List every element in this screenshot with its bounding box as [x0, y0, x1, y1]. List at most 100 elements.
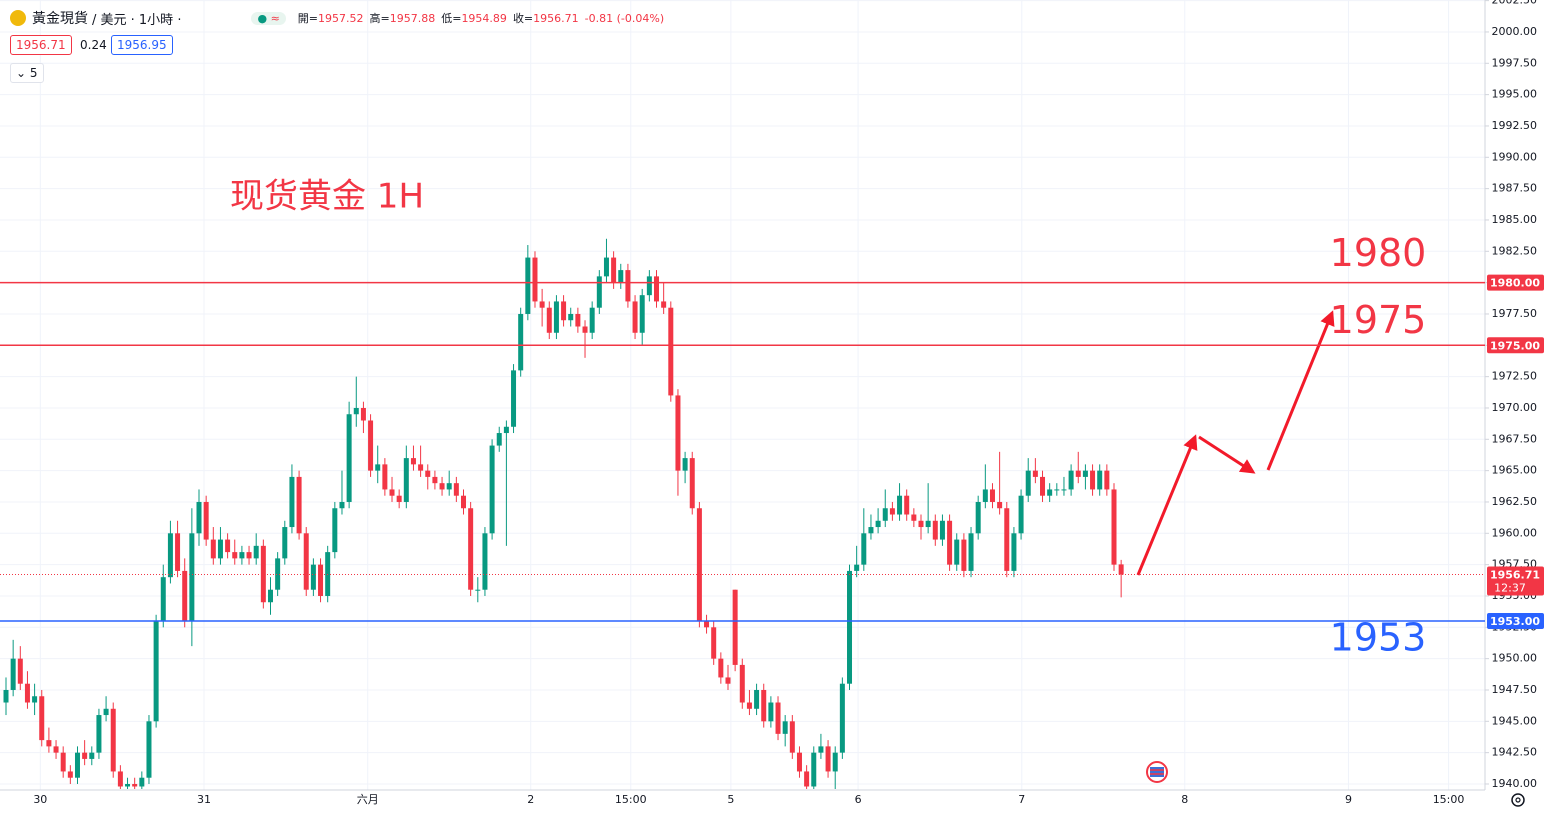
- candle-body: [553, 301, 559, 333]
- chart-annotation: 现货黄金 1H: [230, 177, 424, 217]
- candle-body: [260, 545, 266, 603]
- candle-body: [939, 520, 945, 540]
- x-tick-label: 2: [527, 793, 534, 806]
- candle-body: [725, 677, 731, 684]
- x-tick-label: 15:00: [615, 793, 647, 806]
- candle-body: [746, 702, 752, 709]
- sell-price[interactable]: 1956.71: [10, 35, 72, 55]
- candle-body: [475, 589, 481, 591]
- candle-body: [53, 746, 59, 753]
- ohlc-item: -0.81 (-0.04%): [585, 12, 664, 25]
- forecast-arrows: [1136, 310, 1335, 576]
- y-tick-label: 1950.00: [1492, 652, 1538, 665]
- candle-body: [203, 501, 209, 540]
- buy-price[interactable]: 1956.95: [111, 35, 173, 55]
- candle-body: [468, 508, 474, 590]
- candle-body: [446, 483, 452, 490]
- candle-body: [582, 326, 588, 333]
- level-tag-label: 1975.00: [1490, 339, 1540, 352]
- candle-body: [854, 564, 860, 571]
- candle-body: [1025, 470, 1031, 496]
- candle-body: [253, 545, 259, 559]
- candle-body: [696, 508, 702, 622]
- y-tick-label: 1942.50: [1492, 746, 1538, 759]
- candle-body: [625, 270, 631, 302]
- candle-body: [1004, 508, 1010, 571]
- symbol-name[interactable]: 黃金現貨: [32, 11, 88, 27]
- candle-body: [210, 539, 216, 559]
- settings-icon[interactable]: [1511, 793, 1525, 807]
- candle-body: [904, 495, 910, 515]
- ohlc-value: 1956.71: [533, 12, 579, 25]
- candle-body: [10, 658, 16, 690]
- candle-body: [768, 702, 774, 722]
- grid: [0, 0, 1485, 790]
- candle-body: [160, 577, 166, 622]
- candle-body: [839, 683, 845, 753]
- candle-body: [818, 746, 824, 753]
- y-tick-label: 1972.50: [1492, 370, 1538, 383]
- candle-body: [439, 483, 445, 490]
- candle-body: [989, 489, 995, 502]
- candle-body: [739, 664, 745, 703]
- last-price-label: 1956.71: [1490, 569, 1540, 582]
- candle-body: [882, 508, 888, 521]
- x-tick-label: 7: [1018, 793, 1025, 806]
- ohlc-label: 收=: [512, 12, 534, 25]
- candle-body: [3, 689, 9, 703]
- ohlc-item: 收=1956.71: [513, 12, 579, 25]
- ohlc-label: 低=: [441, 12, 462, 25]
- candle-body: [353, 407, 359, 415]
- status-badge[interactable]: ● ≈: [251, 11, 286, 25]
- y-tick-label: 1970.00: [1492, 401, 1538, 414]
- candle-body: [982, 489, 988, 502]
- candle-body: [139, 777, 145, 787]
- level-text: 1975: [1330, 298, 1427, 342]
- y-tick-label: 1987.50: [1492, 182, 1538, 195]
- indicator-count: 5: [29, 66, 38, 80]
- candle-body: [17, 658, 23, 684]
- candle-body: [189, 533, 195, 622]
- flag-icon[interactable]: [1146, 761, 1168, 783]
- symbol-icon: [10, 10, 26, 26]
- candle-body: [432, 476, 438, 484]
- y-tick-label: 1992.50: [1492, 119, 1538, 132]
- x-tick-label: 31: [197, 793, 211, 806]
- candle-body: [925, 520, 931, 528]
- candle-body: [646, 276, 652, 296]
- candle-body: [82, 752, 88, 759]
- candle-body: [103, 708, 109, 716]
- candle-body: [654, 276, 660, 302]
- candle-body: [1104, 470, 1110, 490]
- level-tag: [1487, 337, 1544, 354]
- symbol-header: 黃金現貨 / 美元 · 1小時 · ● ≈ 開=1957.52 高=1957.88…: [10, 8, 670, 28]
- level-tag-label: 1980.00: [1490, 277, 1540, 290]
- candle-body: [804, 771, 810, 787]
- candle-body: [389, 489, 395, 496]
- candle-body: [718, 658, 724, 678]
- candle-body: [325, 552, 331, 596]
- level-tag: [1487, 613, 1544, 630]
- candle-body: [339, 501, 345, 509]
- candle-body: [668, 307, 674, 396]
- ohlc-item: 高=1957.88: [370, 12, 436, 25]
- y-tick-label: 2000.00: [1492, 25, 1538, 38]
- candle-body: [682, 458, 688, 471]
- y-tick-label: 2002.50: [1492, 0, 1538, 7]
- candle-body: [761, 689, 767, 722]
- candle-body: [632, 301, 638, 333]
- candle-body: [125, 783, 131, 787]
- candle-body: [182, 570, 188, 622]
- candle-body: [1075, 470, 1081, 477]
- candle-body: [575, 313, 581, 327]
- candle-body: [368, 420, 374, 471]
- candle-body: [175, 533, 181, 571]
- candle-body: [868, 527, 874, 534]
- x-tick-label: 六月: [357, 793, 379, 806]
- candle-body: [596, 276, 602, 308]
- candle-body: [1097, 470, 1103, 490]
- indicator-toggle[interactable]: ⌄ 5: [10, 63, 44, 83]
- candle-body: [32, 696, 38, 703]
- candle-body: [296, 476, 302, 534]
